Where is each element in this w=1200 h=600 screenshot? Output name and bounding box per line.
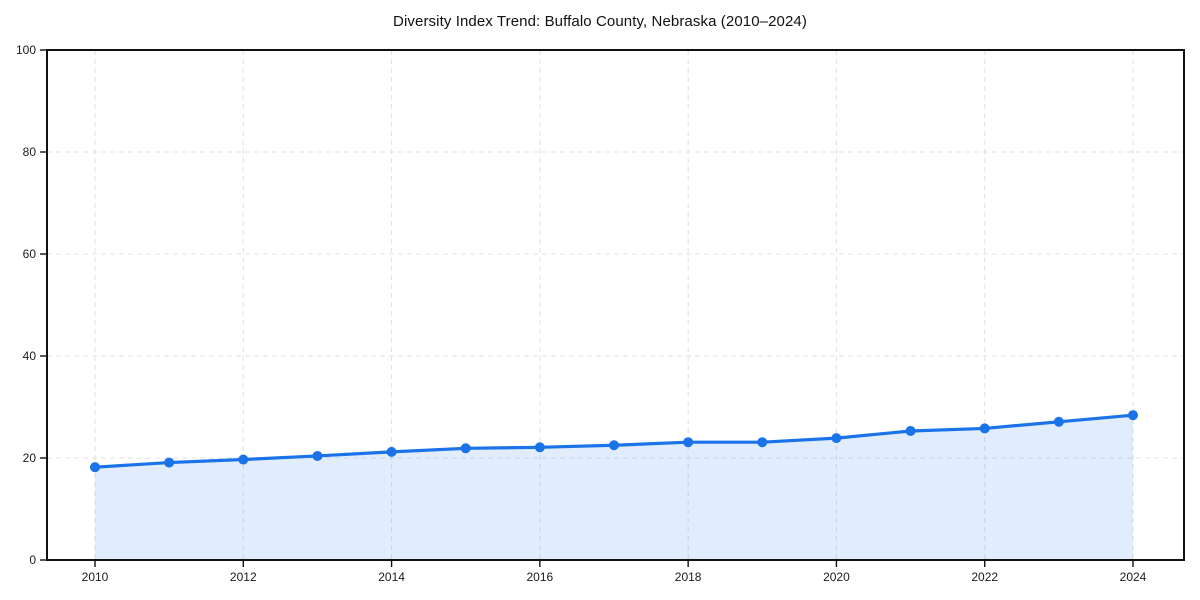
data-point <box>683 437 694 448</box>
data-point <box>905 425 916 436</box>
y-tick-label: 40 <box>23 349 37 363</box>
data-point <box>164 457 175 468</box>
y-tick-label: 0 <box>29 553 36 567</box>
data-point <box>460 443 471 454</box>
chart-title: Diversity Index Trend: Buffalo County, N… <box>393 13 807 30</box>
data-point <box>90 462 100 473</box>
y-tick-label: 80 <box>23 145 37 159</box>
data-point <box>757 437 768 448</box>
data-point <box>979 423 990 434</box>
x-tick-label: 2016 <box>527 570 554 584</box>
data-point <box>312 450 323 461</box>
x-tick-label: 2010 <box>82 570 109 584</box>
y-tick-label: 100 <box>16 43 36 57</box>
x-tick-label: 2022 <box>971 570 998 584</box>
plot-border <box>46 49 1185 561</box>
data-point <box>534 442 545 453</box>
data-point <box>238 454 249 465</box>
data-point <box>609 440 619 451</box>
y-tick-label: 60 <box>23 247 37 261</box>
data-point <box>386 446 397 457</box>
x-tick-label: 2020 <box>823 570 850 584</box>
data-point <box>1128 410 1138 421</box>
area-fill <box>95 415 1133 560</box>
x-tick-label: 2012 <box>230 570 257 584</box>
y-tick-label: 20 <box>23 451 37 465</box>
x-tick-label: 2018 <box>675 570 702 584</box>
data-point <box>831 433 842 444</box>
x-tick-label: 2024 <box>1120 570 1147 584</box>
x-tick-label: 2014 <box>378 570 405 584</box>
data-point <box>1053 416 1064 427</box>
